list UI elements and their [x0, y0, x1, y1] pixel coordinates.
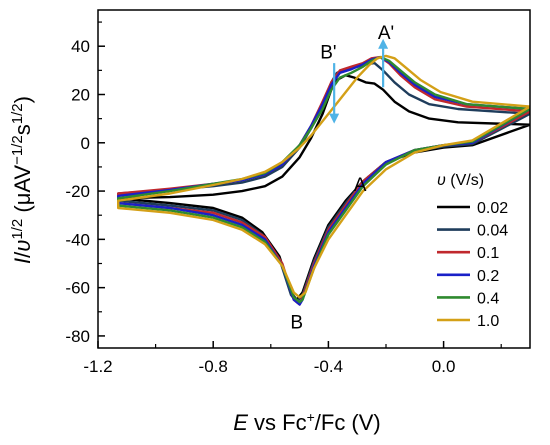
y-axis-title-part-1: /: [10, 251, 35, 258]
legend: υ (V/s) 0.02 0.04 0.1 0.2 0.4 1.0: [437, 172, 508, 330]
legend-label-1p0: 1.0: [477, 313, 499, 330]
y-tick-label-0: -80: [65, 327, 90, 346]
annotation-B: B: [290, 313, 303, 334]
annotation-A-prime: A': [378, 23, 394, 44]
y-axis-title-part-2: υ: [10, 240, 35, 252]
x-axis-title-rest: vs Fc: [248, 410, 307, 435]
x-tick-label-1: -0.8: [199, 357, 228, 376]
legend-title-var: υ: [437, 172, 446, 189]
y-tick-label-5: 20: [71, 86, 90, 105]
y-axis-title-part-8: ): [10, 96, 35, 103]
series-layer: [117, 54, 530, 306]
x-axis-title-tail: /Fc (V): [315, 410, 381, 435]
x-axis-title: E vs Fc+/Fc (V): [233, 409, 381, 435]
legend-title-unit: (V/s): [446, 172, 484, 189]
x-tick-label-2: -0.4: [314, 357, 343, 376]
y-axis-title-part-5: −1/2: [9, 135, 26, 165]
y-tick-label-6: 40: [71, 37, 90, 56]
y-tick-label-4: 0: [81, 134, 90, 153]
y-axis-title-part-0: I: [10, 258, 35, 264]
legend-label-0p2: 0.2: [477, 268, 499, 285]
legend-title: υ (V/s): [437, 172, 484, 189]
x-axis-title-sup: +: [307, 409, 315, 425]
legend-label-0p04: 0.04: [477, 223, 508, 240]
legend-label-0p02: 0.02: [477, 200, 508, 217]
x-axis-title-var: E: [233, 410, 248, 435]
ticks-layer: -1.2 -0.8 -0.4 0.0 -80 -60 -40 -20 0 20 40: [65, 21, 502, 376]
plot-frame: [97, 9, 531, 349]
y-axis-title-part-7: 1/2: [9, 103, 26, 124]
y-axis-title-part-3: 1/2: [9, 219, 26, 240]
y-axis-title-part-4: (μAV: [10, 165, 35, 219]
annotations-layer: A' B' A B: [290, 23, 394, 334]
y-tick-label-1: -60: [65, 279, 90, 298]
y-axis-title: I/υ1/2 (μAV−1/2s1/2): [9, 96, 35, 264]
legend-label-0p1: 0.1: [477, 245, 499, 262]
x-tick-label-3: 0.0: [432, 357, 456, 376]
annotation-B-prime: B': [320, 42, 336, 63]
x-tick-label-0: -1.2: [83, 357, 112, 376]
series-line-1p0: [117, 54, 530, 299]
annotation-A: A: [354, 175, 367, 196]
y-tick-label-3: -20: [65, 182, 90, 201]
y-tick-label-2: -40: [65, 230, 90, 249]
y-axis-title-part-6: s: [10, 124, 35, 135]
legend-label-0p4: 0.4: [477, 290, 499, 307]
